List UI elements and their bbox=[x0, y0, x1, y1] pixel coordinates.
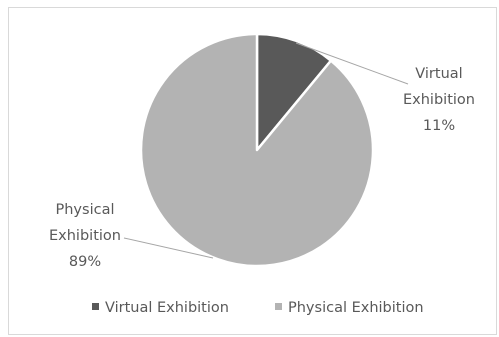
data-label-virtual-exhibition-name-line2: Exhibition bbox=[403, 92, 475, 108]
legend: Virtual Exhibition Physical Exhibition bbox=[92, 300, 424, 316]
legend-swatch-physical-exhibition bbox=[275, 303, 282, 310]
leader-line-virtual-exhibition bbox=[295, 42, 409, 85]
legend-label-physical-exhibition: Physical Exhibition bbox=[288, 300, 424, 316]
pie-slices bbox=[139, 32, 375, 268]
data-label-physical-exhibition-name-line1: Physical bbox=[56, 202, 115, 218]
legend-swatch-virtual-exhibition bbox=[92, 303, 99, 310]
pie-slice-virtual-exhibition bbox=[255, 32, 333, 152]
data-label-physical-exhibition-value: 89% bbox=[69, 254, 101, 270]
data-label-virtual-exhibition-value: 11% bbox=[423, 118, 455, 134]
legend-label-virtual-exhibition: Virtual Exhibition bbox=[105, 300, 229, 316]
leader-lines bbox=[123, 42, 409, 259]
pie-slice-physical-exhibition bbox=[139, 32, 375, 268]
data-label-physical-exhibition-name-line2: Exhibition bbox=[49, 228, 121, 244]
data-label-virtual-exhibition-name-line1: Virtual bbox=[415, 66, 462, 82]
leader-line-physical-exhibition bbox=[123, 237, 214, 259]
